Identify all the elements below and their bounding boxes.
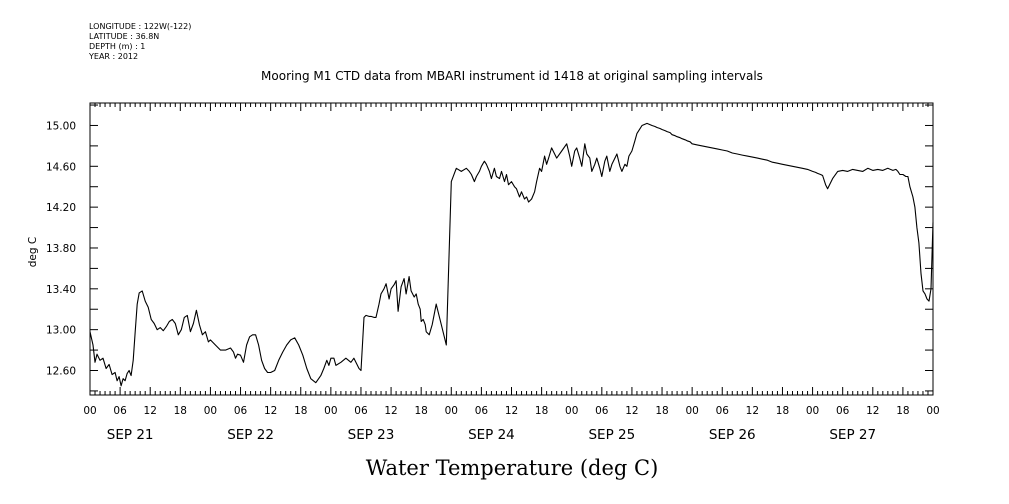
- y-tick-label: 14.60: [46, 161, 76, 173]
- y-tick-label: 12.60: [46, 365, 76, 377]
- x-tick-label: 00: [565, 405, 578, 417]
- x-tick-label: 12: [866, 405, 879, 417]
- header-meta: LONGITUDE : 122W(-122) LATITUDE : 36.8N …: [88, 22, 191, 61]
- x-tick-label: 00: [806, 405, 819, 417]
- x-tick-label: 18: [896, 405, 909, 417]
- meta-longitude: LONGITUDE : 122W(-122): [89, 22, 191, 31]
- x-tick-label: 00: [204, 405, 217, 417]
- x-tick-label: 12: [384, 405, 397, 417]
- meta-latitude: LATITUDE : 36.8N: [89, 32, 159, 41]
- axis-ticks: [89, 103, 934, 395]
- x-tick-label: 12: [505, 405, 518, 417]
- meta-depth: DEPTH (m) : 1: [89, 42, 145, 51]
- x-tick-label: 18: [535, 405, 548, 417]
- x-tick-label: 06: [595, 405, 609, 417]
- y-axis-label: deg C: [27, 237, 39, 267]
- x-day-label: SEP 26: [709, 427, 756, 443]
- x-tick-label: 18: [776, 405, 789, 417]
- x-day-label: SEP 23: [348, 427, 395, 443]
- x-tick-label: 00: [685, 405, 698, 417]
- x-tick-label: 18: [414, 405, 427, 417]
- x-axis-label: Water Temperature (deg C): [366, 456, 659, 480]
- x-tick-label: 06: [716, 405, 730, 417]
- x-tick-label: 06: [475, 405, 489, 417]
- plot-frame: [89, 102, 934, 396]
- x-tick-label: 00: [83, 405, 96, 417]
- x-day-label: SEP 27: [829, 427, 876, 443]
- chart-title: Mooring M1 CTD data from MBARI instrumen…: [261, 69, 763, 83]
- x-tick-label: 06: [354, 405, 368, 417]
- x-tick-label: 12: [144, 405, 157, 417]
- x-tick-label: 18: [655, 405, 668, 417]
- x-day-label: SEP 21: [107, 427, 154, 443]
- x-tick-label: 18: [174, 405, 187, 417]
- x-day-label: SEP 22: [227, 427, 274, 443]
- x-tick-label: 00: [324, 405, 337, 417]
- y-tick-label: 13.40: [46, 284, 76, 296]
- x-tick-label: 00: [926, 405, 939, 417]
- y-tick-label: 14.20: [46, 202, 76, 214]
- x-tick-label: 12: [264, 405, 277, 417]
- x-tick-label: 06: [113, 405, 127, 417]
- x-tick-label: 06: [836, 405, 850, 417]
- x-day-label: SEP 25: [588, 427, 635, 443]
- x-day-label: SEP 24: [468, 427, 515, 443]
- x-tick-label: 12: [746, 405, 759, 417]
- x-tick-label: 12: [625, 405, 638, 417]
- x-tick-label: 00: [445, 405, 458, 417]
- x-tick-label: 18: [294, 405, 307, 417]
- y-tick-label: 13.80: [46, 243, 76, 255]
- axis-tick-labels: 00 06 12 18 00 06 12 18 00 06 12 18 00 06 12 18 00 06 12 18…: [46, 120, 940, 443]
- series-line-water-temperature: [89, 122, 934, 387]
- y-tick-label: 13.00: [46, 325, 76, 337]
- meta-year: YEAR : 2012: [88, 52, 138, 61]
- y-tick-label: 15.00: [46, 120, 76, 132]
- x-tick-label: 06: [234, 405, 248, 417]
